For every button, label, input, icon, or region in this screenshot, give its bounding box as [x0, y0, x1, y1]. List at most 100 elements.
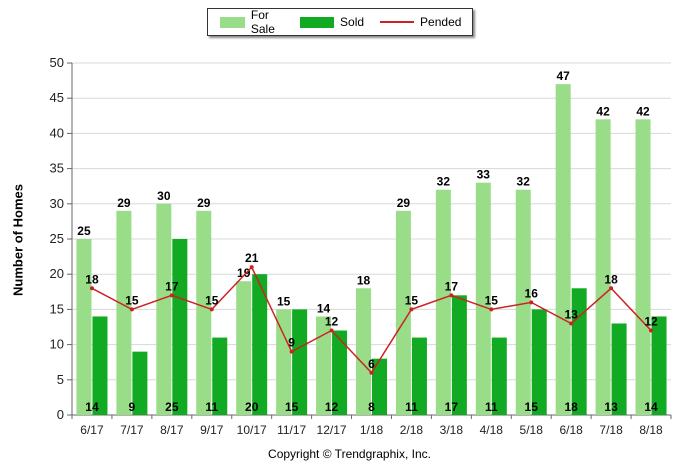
legend-label-pended: Pended	[420, 15, 462, 29]
data-label-sold: 15	[285, 400, 299, 414]
data-label-pended: 18	[85, 272, 99, 286]
y-tick-label: 20	[50, 266, 64, 281]
data-label-pended: 16	[525, 286, 539, 300]
data-label-pended: 9	[288, 336, 295, 350]
copyright-footer: Copyright © Trendgraphix, Inc.	[268, 447, 431, 461]
y-tick-label: 45	[50, 90, 64, 105]
data-label-pended: 13	[564, 307, 578, 321]
y-axis-label: Number of Homes	[10, 184, 26, 296]
data-label-for-sale: 29	[397, 196, 411, 210]
data-label-sold: 9	[129, 400, 136, 414]
y-tick-label: 50	[50, 55, 64, 70]
pended-point	[529, 300, 534, 305]
bar-sold	[611, 323, 627, 415]
data-label-sold: 18	[564, 400, 578, 414]
data-label-pended: 12	[644, 315, 658, 329]
data-label-sold: 11	[205, 400, 218, 414]
data-label-for-sale: 19	[237, 266, 251, 280]
data-label-sold: 25	[165, 400, 179, 414]
pended-point	[329, 328, 334, 333]
data-label-sold: 20	[245, 400, 259, 414]
x-tick-label: 8/17	[160, 423, 184, 437]
data-label-for-sale: 47	[556, 69, 570, 83]
legend-swatch-for-sale	[220, 16, 245, 28]
bar-sold	[491, 337, 507, 415]
legend-swatch-sold	[300, 16, 335, 28]
bar-sold	[172, 239, 188, 415]
data-label-sold: 8	[368, 400, 375, 414]
data-label-sold: 11	[405, 400, 418, 414]
y-tick-label: 40	[50, 125, 64, 140]
legend-item-pended: Pended	[380, 15, 461, 29]
bar-sold	[531, 309, 547, 415]
data-label-for-sale: 42	[596, 104, 610, 118]
y-tick-label: 25	[50, 231, 64, 246]
data-label-sold: 14	[85, 400, 99, 414]
bar-sold	[92, 316, 108, 415]
bar-sold	[292, 309, 308, 415]
bar-sold	[451, 295, 467, 415]
data-label-for-sale: 30	[157, 189, 171, 203]
bar-sold	[332, 330, 348, 415]
bar-sold	[372, 358, 387, 415]
data-label-pended: 18	[604, 272, 618, 286]
bar-for-sale	[316, 316, 332, 415]
data-label-for-sale: 29	[117, 196, 131, 210]
bar-sold	[651, 316, 667, 415]
x-tick-label: 7/18	[599, 423, 623, 437]
data-label-sold: 11	[485, 400, 498, 414]
bar-for-sale	[236, 281, 252, 415]
y-tick-label: 15	[50, 301, 64, 316]
data-label-sold: 13	[604, 400, 618, 414]
x-tick-label: 6/18	[559, 423, 583, 437]
pended-point	[89, 286, 94, 291]
x-tick-label: 9/17	[200, 423, 224, 437]
bar-for-sale	[595, 119, 611, 415]
pended-point	[569, 321, 574, 326]
x-tick-label: 12/17	[317, 423, 347, 437]
bar-sold	[411, 337, 427, 415]
bar-for-sale	[435, 189, 451, 415]
pended-point	[609, 286, 614, 291]
y-tick-label: 0	[57, 407, 64, 422]
legend-item-for-sale: For Sale	[220, 8, 284, 36]
data-label-for-sale: 29	[197, 196, 211, 210]
pended-point	[649, 328, 654, 333]
bar-for-sale	[515, 189, 531, 415]
pended-point	[129, 307, 134, 312]
bar-for-sale	[156, 203, 172, 415]
x-tick-label: 6/17	[80, 423, 104, 437]
data-label-for-sale: 15	[277, 294, 291, 308]
data-label-pended: 6	[368, 357, 375, 371]
pended-point	[449, 293, 454, 298]
data-label-sold: 12	[325, 400, 339, 414]
pended-point	[369, 370, 374, 375]
pended-point	[169, 293, 174, 298]
pended-point	[409, 307, 414, 312]
pended-point	[289, 349, 294, 354]
legend-label-for-sale: For Sale	[250, 8, 275, 36]
bar-for-sale	[356, 288, 371, 415]
y-tick-label: 10	[50, 337, 64, 352]
bar-for-sale	[395, 210, 411, 415]
legend-swatch-pended	[380, 21, 415, 23]
data-label-pended: 17	[165, 279, 179, 293]
data-label-for-sale: 25	[77, 224, 91, 238]
x-tick-label: 7/17	[120, 423, 144, 437]
pended-point	[489, 307, 494, 312]
x-tick-label: 2/18	[400, 423, 424, 437]
bar-for-sale	[196, 210, 212, 415]
bar-sold	[132, 351, 148, 415]
x-tick-label: 5/18	[520, 423, 544, 437]
x-tick-label: 10/17	[237, 423, 267, 437]
legend-label-sold: Sold	[340, 15, 365, 29]
data-label-for-sale: 42	[636, 104, 650, 118]
pended-point	[249, 265, 254, 270]
legend-item-sold: Sold	[300, 15, 364, 29]
data-label-for-sale: 32	[437, 175, 451, 189]
data-label-sold: 17	[445, 400, 459, 414]
data-label-pended: 15	[125, 293, 139, 307]
data-label-pended: 21	[245, 251, 259, 265]
bar-for-sale	[76, 239, 92, 415]
data-label-for-sale: 14	[317, 301, 331, 315]
